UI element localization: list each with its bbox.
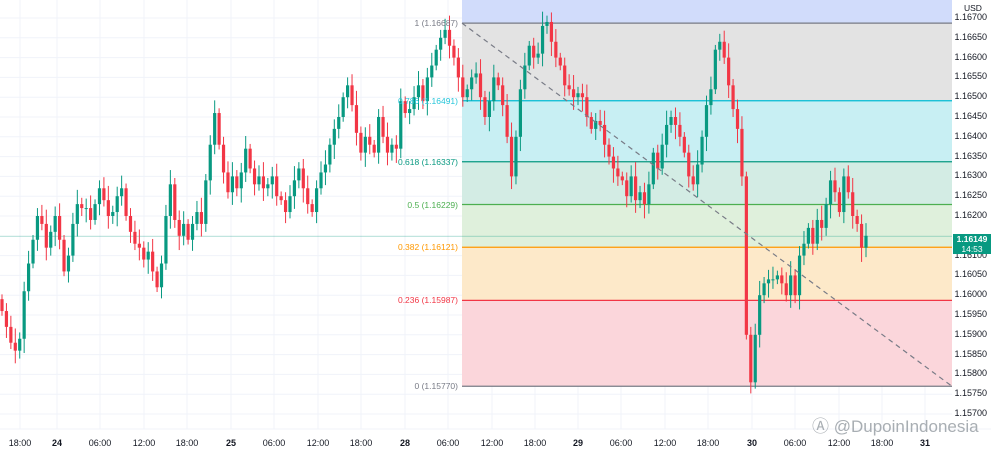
price-tick: 1.15700 — [954, 408, 987, 418]
fib-level-label: 0.382 (1.16121) — [397, 242, 458, 253]
price-tick: 1.15950 — [954, 309, 987, 319]
time-tick: 18:00 — [696, 438, 720, 448]
time-tick: 31 — [919, 438, 931, 448]
price-tick: 1.15900 — [954, 328, 987, 339]
candles — [0, 11, 868, 394]
current-price-value: 1.16149 — [956, 234, 988, 244]
price-tick: 1.15800 — [954, 368, 987, 379]
time-tick: 18:00 — [523, 438, 547, 448]
fib-level-label: 0.618 (1.16337) — [397, 156, 458, 167]
price-tick: 1.16600 — [954, 51, 987, 62]
time-tick: 12:00 — [132, 438, 156, 448]
price-tick: 1.16400 — [954, 130, 987, 141]
time-tick: 29 — [572, 438, 584, 448]
time-tick: 30 — [746, 438, 758, 448]
watermark: Ⓐ @DupoinIndonesia — [812, 412, 979, 437]
price-tick: 1.16050 — [954, 269, 987, 280]
time-tick: 06:00 — [783, 438, 807, 448]
time-tick: 12:00 — [827, 438, 851, 448]
time-tick: 18:00 — [349, 438, 373, 448]
price-tick: 1.15850 — [954, 348, 987, 359]
price-tick: 1.16250 — [954, 190, 987, 201]
fib-trendline[interactable] — [461, 22, 953, 387]
price-tick: 1.16700 — [954, 12, 987, 22]
current-price-tag: 1.16149 14:53 — [953, 234, 991, 254]
time-tick: 06:00 — [609, 438, 633, 448]
fib-level-label: 0.5 (1.16229) — [407, 199, 458, 210]
price-tick: 1.16650 — [954, 31, 987, 42]
price-tick: 1.16550 — [954, 71, 987, 82]
time-tick: 18:00 — [870, 438, 894, 448]
price-tick: 1.16500 — [954, 91, 987, 102]
time-tick: 18:00 — [8, 438, 32, 448]
time-tick: 12:00 — [306, 438, 330, 448]
price-tick: 1.16450 — [954, 111, 987, 121]
time-tick: 06:00 — [88, 438, 112, 448]
time-tick: 06:00 — [436, 438, 460, 448]
time-tick: 24 — [51, 438, 63, 448]
price-tick: 1.15750 — [954, 388, 987, 399]
price-tick: 1.16100 — [954, 249, 987, 260]
time-tick: 12:00 — [480, 438, 504, 448]
price-tick: 1.16300 — [954, 170, 987, 181]
watermark-text: @DupoinIndonesia — [833, 417, 979, 436]
price-axis-bg — [952, 0, 991, 430]
price-tick: 1.16350 — [954, 150, 987, 161]
time-tick: 28 — [399, 438, 411, 448]
fibonacci-retracement[interactable] — [462, 0, 952, 387]
threads-icon: Ⓐ — [812, 417, 829, 436]
fib-level-label: 0 (1.15770) — [414, 381, 458, 392]
price-tick: 1.16200 — [954, 210, 987, 220]
currency-label: USD — [964, 3, 982, 13]
price-tick: 1.16000 — [954, 289, 987, 300]
time-tick: 06:00 — [262, 438, 286, 448]
fib-level-label: 0.786 (1.16491) — [397, 95, 458, 106]
time-tick: 18:00 — [175, 438, 199, 448]
fib-level-label: 0.236 (1.15987) — [397, 295, 458, 306]
time-tick: 25 — [225, 438, 237, 448]
fib-level-label: 1 (1.16687) — [414, 18, 458, 29]
time-tick: 12:00 — [653, 438, 677, 448]
bar-countdown: 14:53 — [961, 244, 983, 254]
